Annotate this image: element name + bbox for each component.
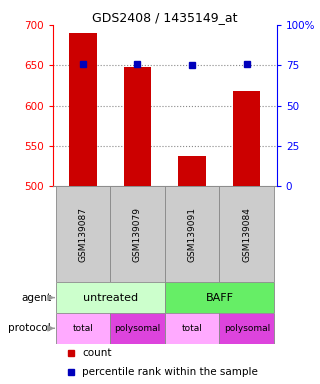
Text: GSM139087: GSM139087 [78, 207, 87, 262]
Bar [220, 313, 274, 344]
Bar [233, 91, 260, 186]
Bar [124, 67, 151, 186]
Text: polysomal: polysomal [224, 324, 270, 333]
Text: percentile rank within the sample: percentile rank within the sample [82, 367, 258, 377]
Text: GSM139084: GSM139084 [242, 207, 251, 262]
Bar [165, 313, 220, 344]
Bar [110, 186, 165, 282]
Text: untreated: untreated [83, 293, 138, 303]
Bar [179, 156, 206, 186]
Bar [165, 186, 220, 282]
Bar [56, 282, 165, 313]
Bar [56, 186, 110, 282]
Bar [56, 313, 110, 344]
Bar [220, 186, 274, 282]
Text: total: total [182, 324, 203, 333]
Text: BAFF: BAFF [205, 293, 233, 303]
Text: total: total [72, 324, 93, 333]
Text: count: count [82, 348, 111, 358]
Bar [110, 313, 165, 344]
Text: GSM139079: GSM139079 [133, 207, 142, 262]
Bar [165, 282, 274, 313]
Bar [69, 33, 97, 186]
Text: agent: agent [21, 293, 51, 303]
Title: GDS2408 / 1435149_at: GDS2408 / 1435149_at [92, 11, 237, 24]
Text: polysomal: polysomal [114, 324, 161, 333]
Text: GSM139091: GSM139091 [188, 207, 196, 262]
Text: protocol: protocol [8, 323, 51, 333]
